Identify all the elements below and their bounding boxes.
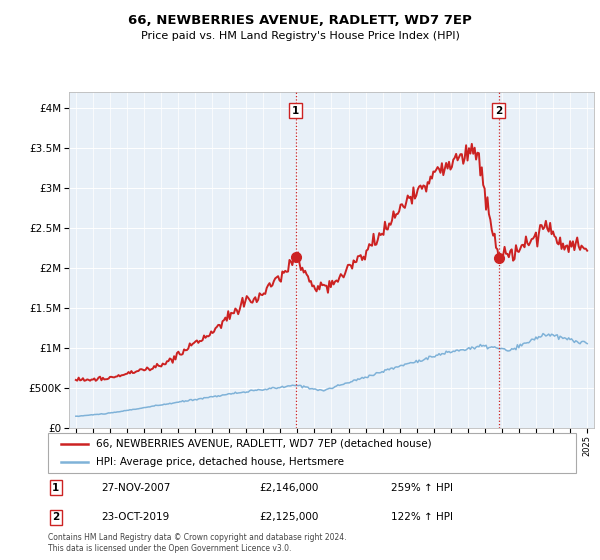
Text: 122% ↑ HPI: 122% ↑ HPI <box>391 512 453 522</box>
Text: 23-OCT-2019: 23-OCT-2019 <box>101 512 169 522</box>
Text: Contains HM Land Registry data © Crown copyright and database right 2024.
This d: Contains HM Land Registry data © Crown c… <box>48 533 347 553</box>
Text: £2,146,000: £2,146,000 <box>259 483 319 493</box>
Text: 1: 1 <box>292 106 299 116</box>
Text: 2: 2 <box>52 512 59 522</box>
Text: 27-NOV-2007: 27-NOV-2007 <box>101 483 170 493</box>
Text: Price paid vs. HM Land Registry's House Price Index (HPI): Price paid vs. HM Land Registry's House … <box>140 31 460 41</box>
Text: 66, NEWBERRIES AVENUE, RADLETT, WD7 7EP (detached house): 66, NEWBERRIES AVENUE, RADLETT, WD7 7EP … <box>95 439 431 449</box>
Text: £2,125,000: £2,125,000 <box>259 512 319 522</box>
Text: HPI: Average price, detached house, Hertsmere: HPI: Average price, detached house, Hert… <box>95 458 344 467</box>
Text: 2: 2 <box>495 106 502 116</box>
Text: 66, NEWBERRIES AVENUE, RADLETT, WD7 7EP: 66, NEWBERRIES AVENUE, RADLETT, WD7 7EP <box>128 14 472 27</box>
Text: 1: 1 <box>52 483 59 493</box>
Text: 259% ↑ HPI: 259% ↑ HPI <box>391 483 453 493</box>
